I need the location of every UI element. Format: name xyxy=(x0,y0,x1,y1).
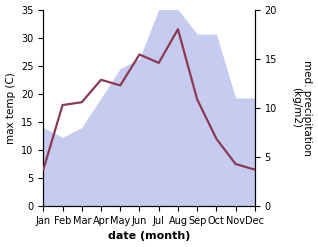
Y-axis label: med. precipitation
(kg/m2): med. precipitation (kg/m2) xyxy=(291,60,313,156)
Y-axis label: max temp (C): max temp (C) xyxy=(5,72,16,144)
X-axis label: date (month): date (month) xyxy=(108,231,190,242)
